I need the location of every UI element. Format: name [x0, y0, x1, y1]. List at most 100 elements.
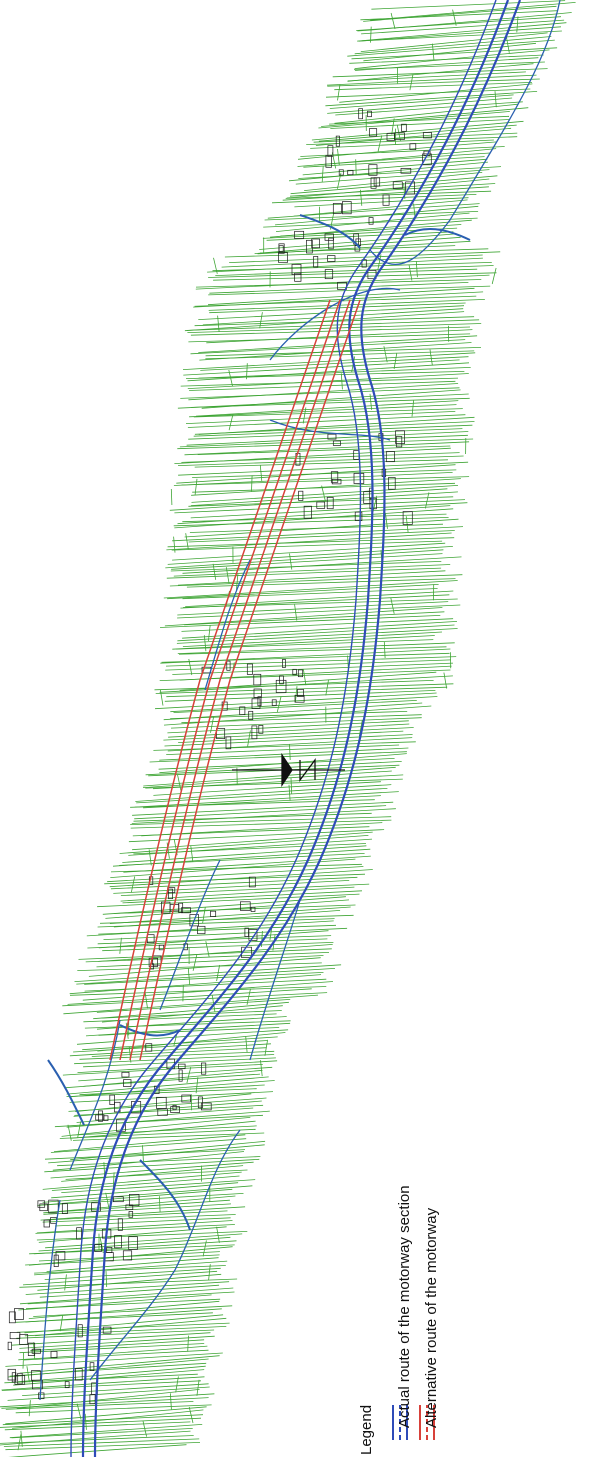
parcel-line	[33, 1305, 233, 1317]
building-outline	[114, 1235, 122, 1249]
parcel-line	[61, 1179, 256, 1193]
parcel-line	[119, 835, 369, 854]
parcel-line	[149, 751, 407, 763]
parcel-line	[23, 1349, 209, 1361]
parcel-line	[330, 119, 510, 129]
parcel-divider	[340, 373, 343, 390]
parcel-line	[51, 1175, 240, 1191]
parcel-line	[164, 607, 443, 627]
parcel-divider	[216, 1226, 220, 1243]
parcel-divider	[175, 1376, 179, 1393]
parcel-divider	[409, 74, 414, 91]
building-outline	[74, 1368, 83, 1381]
parcel-line	[177, 642, 455, 654]
parcel-line	[16, 1329, 215, 1339]
parcel-line	[208, 268, 478, 278]
building-outline	[251, 698, 261, 709]
building-outline	[94, 1244, 102, 1252]
building-outline	[330, 471, 339, 483]
building-outline	[89, 1394, 96, 1405]
parcel-line	[48, 1210, 228, 1221]
parcel-line	[110, 876, 358, 890]
building-outline	[279, 675, 284, 685]
parcel-line	[332, 68, 548, 78]
building-outline	[43, 1219, 50, 1228]
parcel-line	[132, 826, 370, 837]
parcel-line	[182, 598, 458, 608]
parcel-line	[185, 590, 454, 607]
parcel-line	[128, 838, 373, 856]
building-outline	[114, 1101, 121, 1113]
parcel-line	[5, 1352, 223, 1367]
legend-swatch-actual	[392, 1405, 408, 1440]
building-outline	[226, 660, 231, 671]
parcel-line	[173, 700, 417, 713]
building-outline	[325, 155, 332, 168]
parcel-line	[158, 758, 395, 770]
building-outline	[121, 1071, 130, 1078]
parcel-line	[76, 1029, 289, 1045]
building-outline	[48, 1199, 59, 1214]
parcel-divider	[208, 624, 211, 642]
parcel-line	[19, 1355, 220, 1374]
parcel-line	[77, 962, 322, 971]
parcel-divider	[290, 777, 293, 795]
parcel-divider	[228, 414, 234, 431]
legend-item-alternative-route: Alternative route of the motorway	[423, 1207, 440, 1428]
parcel-line	[0, 1393, 215, 1408]
parcel-line	[35, 1224, 235, 1234]
parcel-line	[297, 141, 497, 160]
legend-title: Legend	[358, 1404, 375, 1455]
parcel-line	[39, 1284, 220, 1298]
parcel-line	[293, 199, 468, 217]
parcel-line	[98, 930, 329, 949]
parcel-line	[300, 146, 505, 157]
parcel-divider	[173, 536, 176, 553]
building-outline	[55, 1251, 66, 1261]
parcel-line	[63, 994, 319, 1015]
parcel-line	[353, 61, 545, 70]
parcel-line	[288, 161, 488, 182]
parcel-line	[87, 938, 328, 949]
parcel-line	[28, 1300, 220, 1319]
parcel-line	[224, 248, 489, 258]
parcel-line	[13, 1369, 205, 1386]
parcel-line	[198, 367, 471, 379]
parcel-divider	[217, 315, 220, 332]
parcel-divider	[194, 478, 198, 495]
parcel-line	[194, 421, 475, 435]
parcel-line	[45, 1233, 243, 1249]
parcel-line	[4, 1421, 191, 1431]
parcel-line	[38, 1236, 231, 1252]
parcel-line	[191, 478, 461, 496]
building-outline	[128, 1236, 138, 1250]
parcel-line	[82, 1036, 278, 1051]
parcel-line	[1, 1397, 209, 1409]
parcel-line	[66, 1076, 269, 1095]
building-outline	[7, 1341, 12, 1351]
parcel-divider	[289, 743, 291, 761]
parcel-line	[85, 1022, 291, 1037]
building-outline	[253, 688, 262, 698]
building-outline	[158, 944, 165, 951]
parcel-line	[349, 54, 544, 64]
parcel-line	[70, 1140, 266, 1161]
building-outline	[145, 1043, 153, 1052]
parcel-line	[132, 831, 373, 851]
building-outline	[373, 177, 381, 187]
parcel-line	[30, 1339, 205, 1352]
parcel-line	[97, 918, 335, 928]
parcel-line	[4, 1373, 198, 1384]
building-outline	[210, 910, 217, 917]
parcel-line	[71, 1080, 275, 1098]
parcel-line	[36, 1231, 248, 1241]
building-outline	[327, 255, 336, 262]
building-outline	[168, 888, 173, 900]
parcel-line	[205, 347, 482, 357]
parcel-divider	[59, 1315, 64, 1332]
parcel-line	[84, 1020, 291, 1029]
parcel-divider	[302, 407, 307, 424]
parcel-line	[313, 152, 491, 166]
parcel-divider	[369, 393, 372, 410]
parcel-line	[172, 635, 435, 650]
